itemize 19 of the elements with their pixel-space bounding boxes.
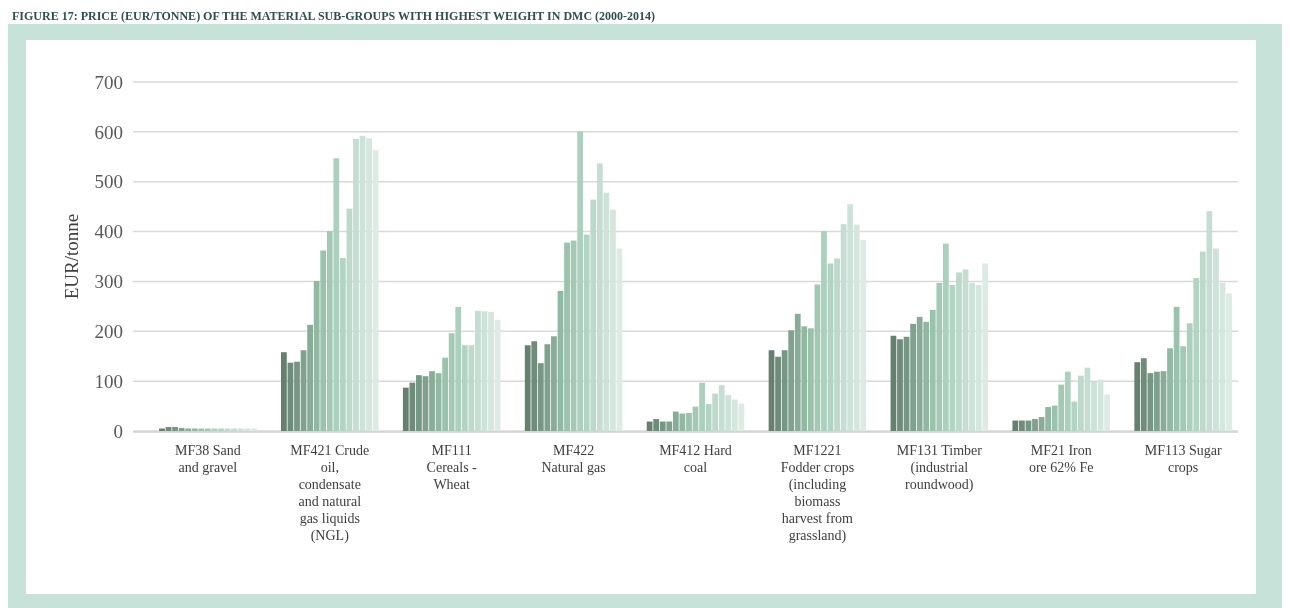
y-tick-label: 300	[94, 271, 123, 293]
x-tick-label: MF21 Iron ore 62% Fe	[1028, 443, 1094, 475]
x-tick-label: MF412 Hard coal	[659, 443, 732, 475]
y-tick-label: 100	[94, 370, 123, 392]
y-tick-label: 400	[94, 221, 123, 243]
y-tick-label: 600	[94, 121, 123, 143]
x-tick-label: MF38 Sand and gravel	[174, 443, 241, 475]
x-tick-label: MF131 Timber (industrial roundwood)	[896, 443, 983, 493]
x-tick-label: MF421 Crude oil, condensate and natural gas liquids (NGL)	[290, 443, 370, 544]
chart-title: FIGURE 17: PRICE (EUR/TONNE) OF THE MATERIAL SUB-GROUPS WITH HIGHEST WEIGHT IN DMC (2000-2014)	[12, 9, 656, 23]
y-tick-label: 0	[113, 420, 123, 442]
x-tick-label: MF111 Cereals - Wheat	[426, 443, 478, 492]
y-tick-label: 700	[94, 71, 123, 93]
x-tick-label: MF113 Sugar crops	[1144, 443, 1222, 475]
y-tick-label: 200	[94, 320, 123, 342]
x-tick-label: MF422 Natural gas	[541, 443, 606, 475]
x-tick-label: MF1221 Fodder crops (including biomass harvest from grassland)	[780, 443, 855, 544]
y-axis-title: EUR/tonne	[61, 213, 82, 300]
y-tick-label: 500	[94, 171, 123, 193]
